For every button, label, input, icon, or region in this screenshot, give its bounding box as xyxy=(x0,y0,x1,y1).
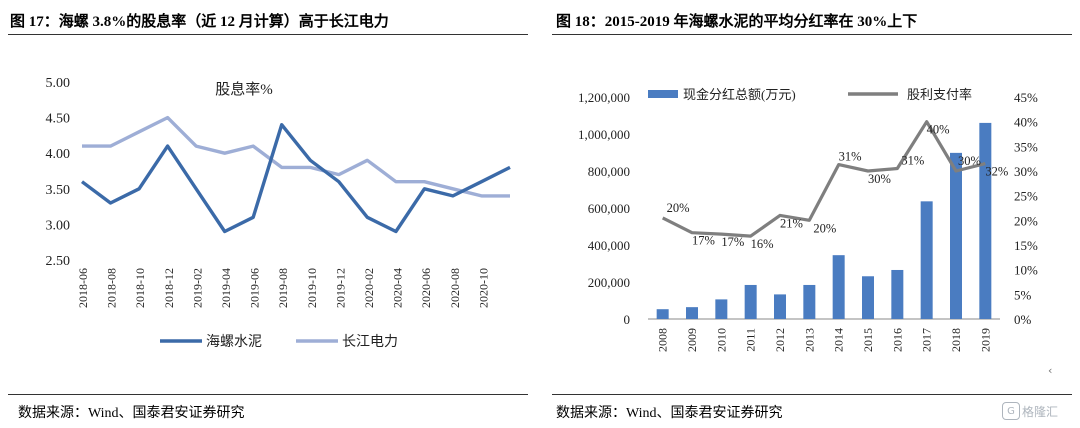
x-tick-label: 2014 xyxy=(832,328,846,352)
bar xyxy=(744,284,757,319)
right-footer-rule xyxy=(552,394,1072,395)
x-tick-label: 2020-04 xyxy=(391,268,405,308)
y2-tick-label: 5% xyxy=(1014,287,1032,302)
x-tick-label: 2018 xyxy=(949,328,963,352)
legend-label: 长江电力 xyxy=(342,334,398,350)
data-label: 16% xyxy=(751,237,774,251)
x-tick-label: 2019-04 xyxy=(219,268,233,308)
x-tick-label: 2018-08 xyxy=(105,268,119,308)
x-tick-label: 2020-06 xyxy=(419,268,433,308)
bar xyxy=(920,201,933,319)
bar xyxy=(774,294,786,319)
bar xyxy=(803,284,816,319)
data-label: 17% xyxy=(692,234,715,248)
y-tick-label: 2.50 xyxy=(46,254,71,269)
x-tick-label: 2015 xyxy=(861,328,875,352)
x-tick-label: 2020-02 xyxy=(362,268,376,308)
data-label: 40% xyxy=(927,123,950,137)
legend-label: 现金分红总额(万元) xyxy=(683,87,796,102)
y-tick-label: 200,000 xyxy=(588,275,630,290)
x-tick-label: 2018-06 xyxy=(76,268,90,308)
y2-tick-label: 0% xyxy=(1014,312,1032,327)
payout-ratio-line xyxy=(661,120,986,238)
watermark-text: 格隆汇 xyxy=(1022,404,1059,419)
bar xyxy=(950,152,962,319)
chart-title: 股息率% xyxy=(215,81,273,98)
x-tick-label: 2013 xyxy=(802,328,816,352)
y-tick-label: 1,000,000 xyxy=(578,127,630,142)
x-tick-label: 2019-10 xyxy=(305,268,319,308)
left-footer-rule xyxy=(8,394,528,395)
data-label: 21% xyxy=(780,216,803,230)
data-label: 31% xyxy=(839,150,862,164)
x-tick-label: 2020-10 xyxy=(476,268,490,308)
bar xyxy=(862,276,874,319)
dividend-yield-chart: 2.50 3.00 3.50 4.00 4.50 5.00 2018-06 2018-08 20… xyxy=(46,76,511,350)
y2-tick-label: 20% xyxy=(1014,213,1038,228)
x-tick-label: 2016 xyxy=(890,328,904,352)
x-tick-label: 2008 xyxy=(656,328,670,352)
bar xyxy=(979,122,992,320)
y-tick-label: 4.50 xyxy=(46,112,71,127)
bar xyxy=(686,307,698,319)
data-label: 20% xyxy=(667,201,690,215)
watermark-icon: G xyxy=(1002,402,1020,420)
x-tick-label: 2019-02 xyxy=(190,268,204,308)
data-label: 17% xyxy=(721,235,744,249)
y-tick-label: 400,000 xyxy=(588,238,630,253)
right-title-rule xyxy=(552,34,1072,35)
legend-label: 股利支付率 xyxy=(907,87,972,102)
left-source-note: 数据来源：Wind、国泰君安证券研究 xyxy=(18,406,245,421)
bar xyxy=(715,299,728,319)
data-label: 31% xyxy=(901,154,924,168)
x-tick-label: 2011 xyxy=(744,328,758,352)
x-tick-label: 2019-06 xyxy=(248,268,262,308)
y-tick-label: 0 xyxy=(624,312,631,327)
y2-tick-label: 15% xyxy=(1014,238,1038,253)
y2-tick-label: 30% xyxy=(1014,164,1038,179)
x-tick-label: 2019-08 xyxy=(276,268,290,308)
bar xyxy=(832,255,845,319)
x-tick-label: 2020-08 xyxy=(448,268,462,308)
series-line-conch-cement xyxy=(80,122,511,234)
watermark-logo: G 格隆汇 xyxy=(1002,398,1070,424)
bar xyxy=(891,269,904,319)
y2-tick-label: 35% xyxy=(1014,139,1038,154)
x-tick-label: 2010 xyxy=(714,328,728,352)
x-tick-label: 2018-10 xyxy=(133,268,147,308)
y-tick-label: 1,200,000 xyxy=(578,90,630,105)
y2-tick-label: 25% xyxy=(1014,189,1038,204)
y-tick-label: 600,000 xyxy=(588,201,630,216)
x-tick-label: 2019 xyxy=(978,328,992,352)
x-tick-label: 2012 xyxy=(773,328,787,352)
y-tick-label: 3.50 xyxy=(46,183,71,198)
legend-label: 海螺水泥 xyxy=(206,334,262,350)
nav-arrow-icon[interactable]: ‹ xyxy=(1048,364,1053,377)
y-tick-label: 5.00 xyxy=(46,76,71,91)
y-tick-label: 4.00 xyxy=(46,147,71,162)
data-label: 20% xyxy=(813,221,836,235)
y-tick-label: 800,000 xyxy=(588,164,630,179)
data-label: 30% xyxy=(958,154,981,168)
x-tick-label: 2018-12 xyxy=(162,268,176,308)
x-tick-label: 2019-12 xyxy=(333,268,347,308)
x-tick-label: 2017 xyxy=(920,328,934,352)
data-label: 30% xyxy=(868,172,891,186)
legend-swatch xyxy=(648,90,678,98)
y2-tick-label: 40% xyxy=(1014,115,1038,130)
x-tick-label: 2009 xyxy=(685,328,699,352)
dividend-payout-chart: 0 200,000 400,000 600,000 800,000 1,000,000 1,… xyxy=(578,87,1038,352)
right-figure-title: 图 18：2015-2019 年海螺水泥的平均分红率在 30%上下 xyxy=(556,14,918,30)
y2-tick-label: 45% xyxy=(1014,90,1038,105)
series-line-yangtze-power xyxy=(82,115,510,198)
left-figure-title: 图 17：海螺 3.8%的股息率（近 12 月计算）高于长江电力 xyxy=(10,14,389,30)
bar xyxy=(656,309,669,319)
y-tick-label: 3.00 xyxy=(46,218,71,233)
data-label: 32% xyxy=(985,165,1008,179)
y2-tick-label: 10% xyxy=(1014,263,1038,278)
left-title-rule xyxy=(8,34,528,35)
right-source-note: 数据来源：Wind、国泰君安证券研究 xyxy=(556,406,783,421)
